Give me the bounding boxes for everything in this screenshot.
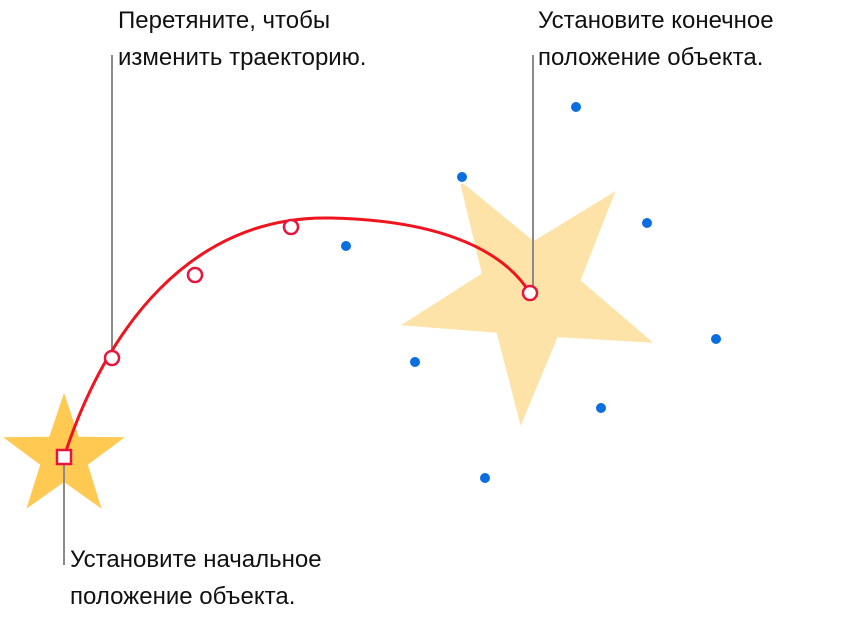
- selection-handle[interactable]: [594, 401, 608, 415]
- path-point[interactable]: [103, 349, 121, 367]
- path-point[interactable]: [282, 218, 300, 236]
- callout-text: изменить траекторию.: [118, 44, 366, 71]
- selection-handle[interactable]: [339, 239, 353, 253]
- selection-handle[interactable]: [478, 471, 492, 485]
- callout-text: положение объекта.: [70, 583, 295, 610]
- callout-text: Установите начальное: [70, 546, 322, 573]
- selection-handle[interactable]: [408, 355, 422, 369]
- callout-text: Перетяните, чтобы: [118, 7, 330, 34]
- selection-handle[interactable]: [640, 216, 654, 230]
- selection-handle[interactable]: [569, 100, 583, 114]
- callout-text: Установите конечное: [538, 7, 774, 34]
- selection-handle[interactable]: [455, 170, 469, 184]
- selection-handle[interactable]: [709, 332, 723, 346]
- selection-handles: [339, 100, 723, 485]
- start-point[interactable]: [55, 448, 73, 466]
- callout-text: положение объекта.: [538, 44, 763, 71]
- end-point[interactable]: [521, 284, 539, 302]
- motion-path: [62, 216, 532, 458]
- end-object-star: [401, 180, 654, 426]
- path-point[interactable]: [186, 266, 204, 284]
